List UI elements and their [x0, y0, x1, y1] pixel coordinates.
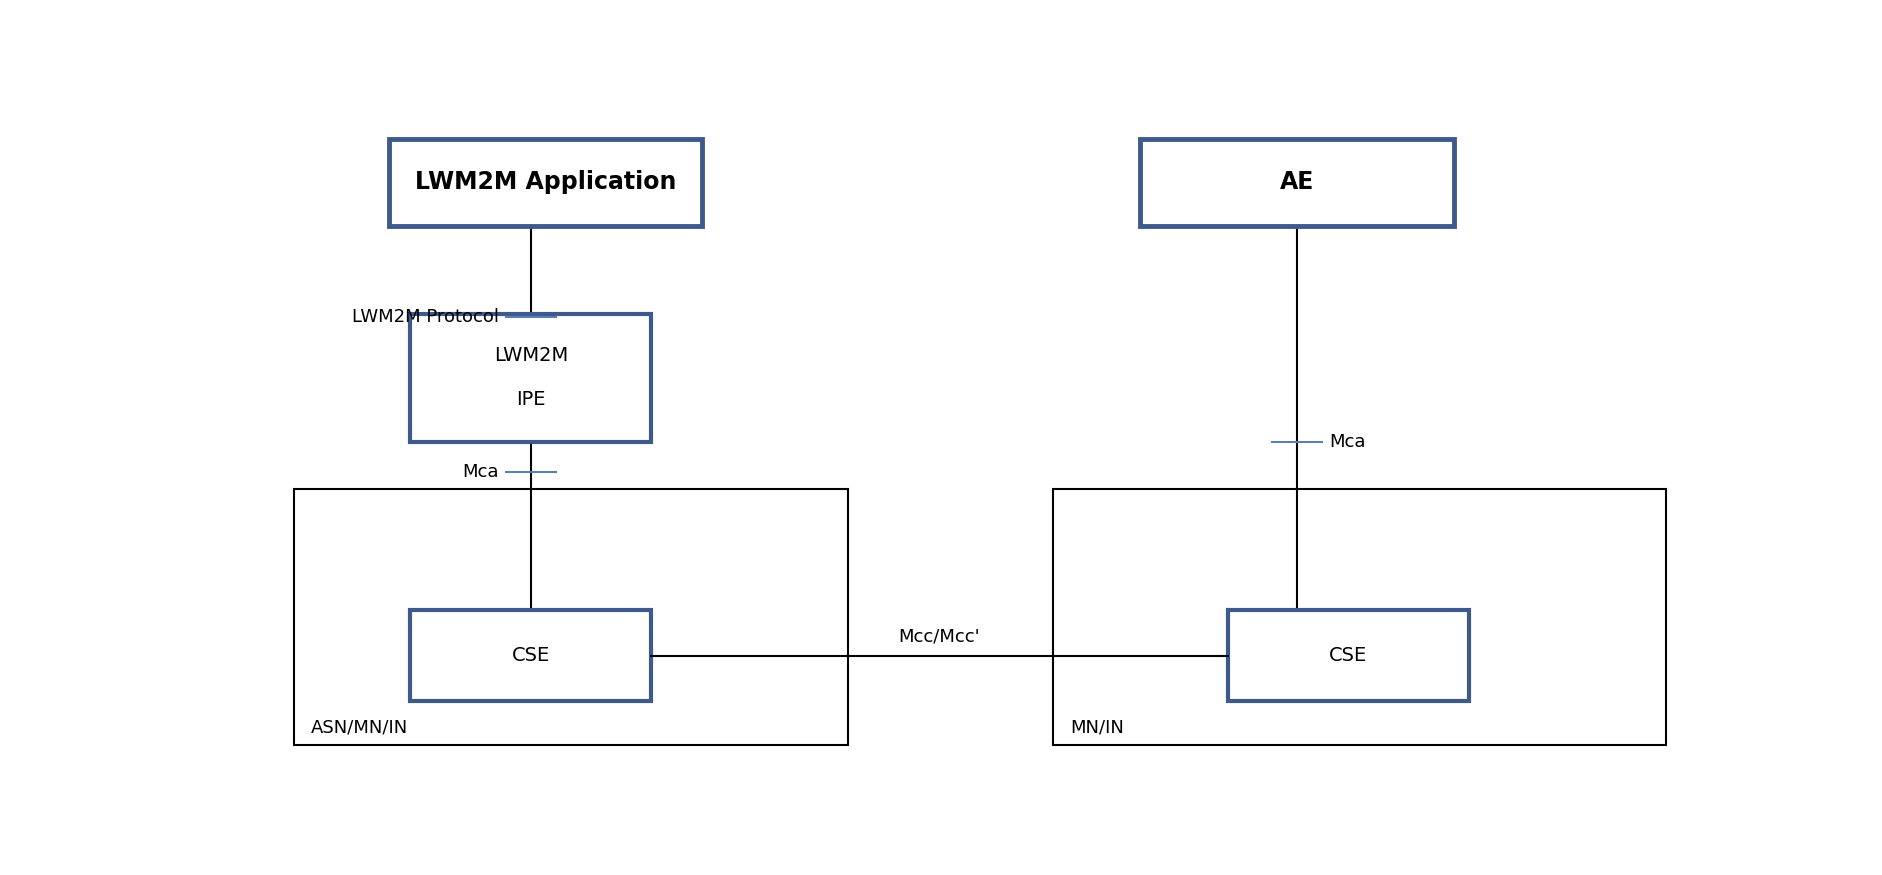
FancyBboxPatch shape — [1052, 489, 1664, 745]
Text: CSE: CSE — [512, 647, 550, 665]
Text: CSE: CSE — [1329, 647, 1366, 665]
Text: Mcc/Mcc': Mcc/Mcc' — [898, 627, 981, 646]
Text: AE: AE — [1280, 171, 1314, 194]
FancyBboxPatch shape — [410, 611, 651, 701]
Text: Mca: Mca — [463, 463, 499, 481]
Text: LWM2M Application: LWM2M Application — [414, 171, 676, 194]
Text: ASN/MN/IN: ASN/MN/IN — [311, 719, 408, 737]
FancyBboxPatch shape — [388, 138, 702, 227]
FancyBboxPatch shape — [294, 489, 847, 745]
FancyBboxPatch shape — [1227, 611, 1468, 701]
FancyBboxPatch shape — [1140, 138, 1453, 227]
Text: MN/IN: MN/IN — [1069, 719, 1124, 737]
Text: Mca: Mca — [1329, 433, 1364, 451]
Text: LWM2M

IPE: LWM2M IPE — [493, 346, 568, 410]
FancyBboxPatch shape — [410, 314, 651, 442]
Text: LWM2M Protocol: LWM2M Protocol — [352, 308, 499, 326]
